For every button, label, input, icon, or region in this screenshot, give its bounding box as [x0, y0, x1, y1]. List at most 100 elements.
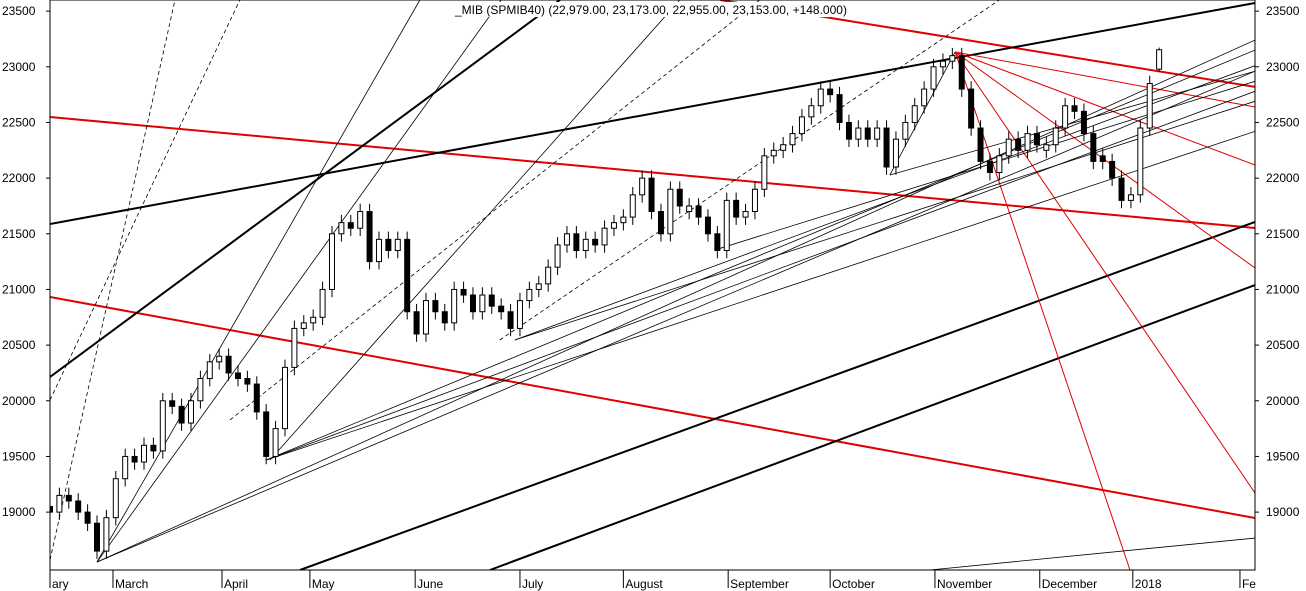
trendline [269, 0, 681, 461]
x-tick-label: ary [52, 577, 69, 591]
trendline [929, 537, 1255, 570]
x-tick-label: April [224, 577, 248, 591]
candle-body [93, 522, 100, 552]
candle-body [648, 177, 655, 213]
candle-body [526, 288, 533, 302]
trendline [50, 0, 241, 401]
candle-body [902, 121, 909, 140]
candle-body [1156, 49, 1163, 70]
candle-body [610, 222, 617, 229]
candle-body [657, 211, 664, 235]
y-tick-label-left: 23500 [2, 4, 36, 18]
x-tick-label: Fe [1242, 577, 1256, 591]
trendline [299, 221, 1255, 570]
x-tick-label: December [1042, 577, 1097, 591]
candle-body [310, 316, 317, 324]
candle-body [1080, 110, 1087, 135]
y-tick-label-left: 21500 [2, 227, 36, 241]
candle-body [930, 66, 937, 90]
y-tick-label-left: 23000 [2, 60, 36, 74]
trendline [96, 0, 502, 563]
candle-body [686, 205, 693, 213]
trendline [514, 100, 1255, 341]
candle-body [432, 300, 439, 313]
candle-body [761, 155, 768, 190]
candle-body [751, 188, 758, 213]
candle-body [1033, 133, 1040, 146]
candle-body [911, 105, 918, 123]
candle-body [1015, 138, 1022, 151]
candle-body [1127, 194, 1134, 201]
y-tick-label-right: 23500 [1266, 4, 1300, 18]
candle-body [216, 355, 223, 363]
candle-body [1137, 127, 1144, 196]
candles [50, 47, 1163, 559]
y-tick-label-right: 19000 [1266, 505, 1300, 519]
candle-body [1109, 160, 1116, 179]
candle-body [1052, 127, 1059, 146]
candle-body [319, 288, 326, 318]
candle-body [187, 400, 194, 424]
candle-body [1071, 105, 1078, 112]
candle-body [977, 127, 984, 162]
trendline [955, 51, 1255, 108]
candle-body [150, 444, 157, 452]
candle-body [798, 116, 805, 135]
candle-body [996, 155, 1003, 174]
candle-body [780, 144, 787, 151]
candle-body [676, 188, 683, 207]
candle-body [789, 133, 796, 146]
candle-body [112, 478, 119, 519]
trendline [954, 51, 1255, 494]
x-tick-label: August [625, 577, 663, 591]
candle-body [291, 327, 298, 368]
candle-body [385, 238, 392, 251]
candle-body [1005, 138, 1012, 157]
candle-body [986, 160, 993, 174]
candle-body [394, 238, 401, 251]
trendline [954, 51, 1131, 570]
candle-body [357, 211, 364, 229]
y-tick-label-left: 21000 [2, 282, 36, 296]
x-tick-label: September [730, 577, 789, 591]
candle-body [695, 205, 702, 218]
candle-body [1090, 133, 1097, 162]
trendline [889, 70, 1255, 176]
candle-body [921, 88, 928, 107]
candle-body [122, 455, 129, 480]
candle-body [516, 300, 523, 329]
candle-body [845, 121, 852, 140]
candle-body [563, 233, 570, 246]
candle-body [883, 127, 890, 168]
trendline [229, 0, 760, 421]
candle-body [592, 238, 599, 246]
y-tick-label-left: 22000 [2, 171, 36, 185]
chart-title: _MIB (SPMIB40) (22,979.00, 23,173.00, 22… [454, 3, 847, 17]
y-tick-label-right: 22000 [1266, 171, 1300, 185]
candle-body [460, 288, 467, 296]
candle-body [827, 88, 834, 96]
candle-body [263, 411, 270, 457]
candle-body [1043, 144, 1050, 151]
title-bg [452, 2, 852, 17]
y-tick-label-right: 23000 [1266, 60, 1300, 74]
y-tick-label-left: 19500 [2, 449, 36, 463]
y-tick-label-left: 20000 [2, 394, 36, 408]
candle-body [244, 378, 251, 385]
x-tick-label: May [312, 577, 335, 591]
candle-body [375, 238, 382, 263]
trendline [50, 0, 176, 561]
candle-body [545, 266, 552, 285]
candle-body [159, 400, 166, 452]
candle-body [770, 149, 777, 157]
candle-body [281, 366, 288, 430]
candle-body [103, 517, 110, 552]
candle-body [1118, 177, 1125, 201]
candle-body [65, 494, 72, 502]
candle-body [451, 288, 458, 324]
candle-body [50, 506, 53, 513]
candle-body [131, 455, 138, 463]
candle-body [253, 383, 260, 413]
trendline [889, 51, 956, 176]
